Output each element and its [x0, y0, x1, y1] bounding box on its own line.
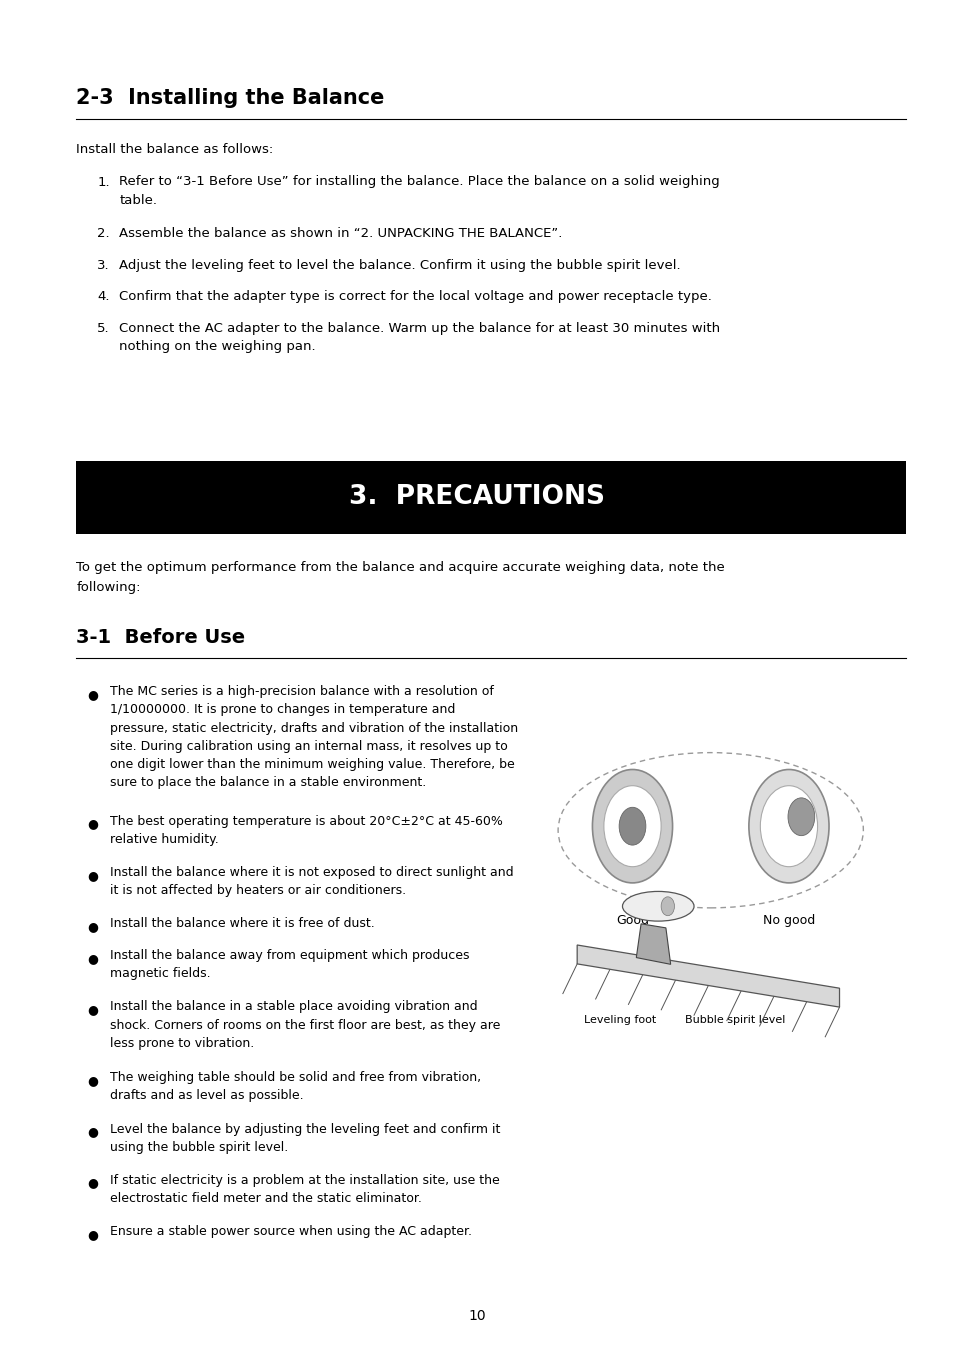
Text: ●: ●: [88, 921, 98, 933]
Text: Leveling foot: Leveling foot: [583, 1015, 656, 1025]
Text: Ensure a stable power source when using the AC adapter.: Ensure a stable power source when using …: [110, 1226, 471, 1238]
Circle shape: [660, 896, 674, 915]
Text: ●: ●: [88, 1075, 98, 1087]
Circle shape: [787, 798, 814, 836]
Text: 5.: 5.: [97, 321, 110, 335]
Circle shape: [618, 807, 645, 845]
Text: The best operating temperature is about 20°C±2°C at 45-60%
relative humidity.: The best operating temperature is about …: [110, 815, 502, 846]
Circle shape: [748, 769, 828, 883]
Text: The weighing table should be solid and free from vibration,
drafts and as level : The weighing table should be solid and f…: [110, 1072, 480, 1103]
Text: ●: ●: [88, 1126, 98, 1138]
Text: 2-3  Installing the Balance: 2-3 Installing the Balance: [76, 88, 384, 108]
Text: Adjust the leveling feet to level the balance. Confirm it using the bubble spiri: Adjust the leveling feet to level the ba…: [119, 259, 680, 271]
Text: Good: Good: [616, 914, 648, 927]
Text: ●: ●: [88, 818, 98, 830]
Text: Confirm that the adapter type is correct for the local voltage and power recepta: Confirm that the adapter type is correct…: [119, 290, 711, 304]
Text: ●: ●: [88, 688, 98, 701]
Text: ●: ●: [88, 1176, 98, 1189]
Text: Level the balance by adjusting the leveling feet and confirm it
using the bubble: Level the balance by adjusting the level…: [110, 1123, 499, 1154]
Text: 2.: 2.: [97, 227, 110, 240]
Text: 3.  PRECAUTIONS: 3. PRECAUTIONS: [349, 485, 604, 510]
Text: The MC series is a high-precision balance with a resolution of
1/10000000. It is: The MC series is a high-precision balanc…: [110, 686, 517, 790]
Text: ●: ●: [88, 1228, 98, 1241]
Circle shape: [760, 786, 817, 867]
Text: ●: ●: [88, 952, 98, 965]
Text: Install the balance away from equipment which produces
magnetic fields.: Install the balance away from equipment …: [110, 949, 469, 980]
Text: 3-1  Before Use: 3-1 Before Use: [76, 629, 245, 648]
Text: 3.: 3.: [97, 259, 110, 271]
Text: ●: ●: [88, 869, 98, 882]
Ellipse shape: [622, 891, 694, 921]
Text: Install the balance where it is free of dust.: Install the balance where it is free of …: [110, 918, 375, 930]
Polygon shape: [577, 945, 839, 1007]
Circle shape: [603, 786, 660, 867]
FancyBboxPatch shape: [76, 460, 905, 533]
Text: 10: 10: [468, 1310, 485, 1323]
Text: To get the optimum performance from the balance and acquire accurate weighing da: To get the optimum performance from the …: [76, 562, 724, 594]
Text: Install the balance as follows:: Install the balance as follows:: [76, 143, 274, 157]
Text: 1.: 1.: [97, 176, 110, 189]
Text: Bubble spirit level: Bubble spirit level: [684, 1015, 784, 1025]
Text: Refer to “3-1 Before Use” for installing the balance. Place the balance on a sol: Refer to “3-1 Before Use” for installing…: [119, 176, 720, 207]
Circle shape: [592, 769, 672, 883]
Polygon shape: [636, 923, 670, 964]
Text: No good: No good: [762, 914, 814, 927]
Text: Connect the AC adapter to the balance. Warm up the balance for at least 30 minut: Connect the AC adapter to the balance. W…: [119, 321, 720, 354]
Text: Install the balance where it is not exposed to direct sunlight and
it is not aff: Install the balance where it is not expo…: [110, 867, 513, 898]
Text: If static electricity is a problem at the installation site, use the
electrostat: If static electricity is a problem at th…: [110, 1173, 499, 1206]
Text: ●: ●: [88, 1003, 98, 1017]
Text: Install the balance in a stable place avoiding vibration and
shock. Corners of r: Install the balance in a stable place av…: [110, 1000, 499, 1050]
Text: Assemble the balance as shown in “2. UNPACKING THE BALANCE”.: Assemble the balance as shown in “2. UNP…: [119, 227, 562, 240]
Text: 4.: 4.: [97, 290, 110, 304]
